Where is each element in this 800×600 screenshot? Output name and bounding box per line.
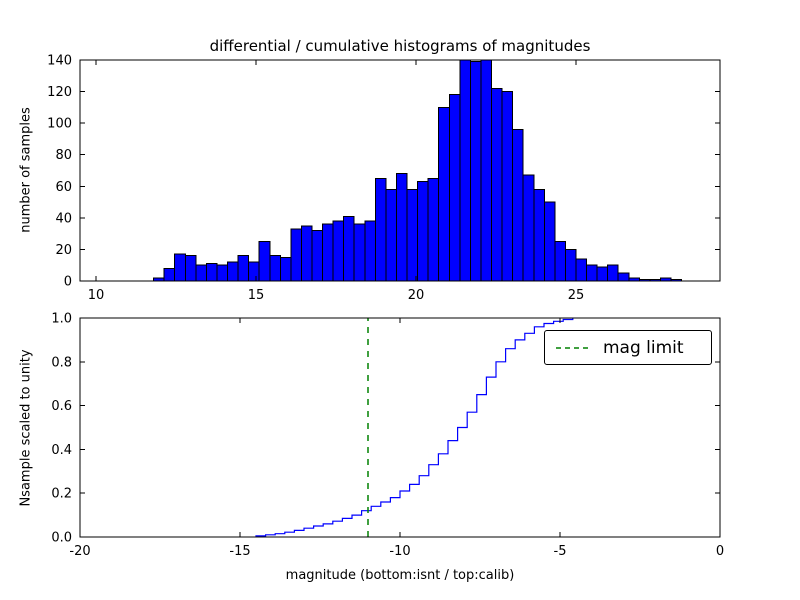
histogram-bar [533,188,545,282]
legend-label: mag limit [603,337,684,358]
histogram-bar [311,229,324,282]
histogram-bar [554,241,566,282]
y-tick-label: 0.4 [51,443,72,458]
histogram-bar [406,188,419,282]
histogram-bar [586,264,598,282]
histogram-bar [279,256,292,282]
bottom-ylabel: Nsample scaled to unity [18,349,34,507]
y-tick-label: 60 [55,180,72,195]
histogram-bar [501,91,514,282]
bottom-axes: -20 -15 -10 -5 0 0.0 0.2 0.4 0.6 0.8 1.0 [51,312,724,560]
y-tick-label: 0.2 [51,487,72,502]
histogram-bar [332,220,345,282]
histogram-bar [205,263,218,282]
x-tick-label: -15 [229,544,250,559]
x-tick-label: 20 [408,288,425,303]
top-ylabel: number of samples [18,107,34,233]
histogram-bar [290,228,302,282]
axes-spines [79,59,721,282]
histogram-bar [195,264,207,282]
histogram-bar [322,223,334,282]
histogram-bar [469,61,482,282]
x-tick-label: 10 [88,288,105,303]
histogram-bar [395,173,408,282]
histogram-bar [385,188,397,282]
histogram-bar [459,59,471,282]
histogram-bar [427,177,440,282]
histogram-bar [575,258,588,282]
y-tick-label: 0.8 [51,355,72,370]
histogram-bar [364,220,376,282]
x-tick-label: -10 [389,544,410,559]
histogram-bar [522,174,535,282]
x-tick-label: -5 [554,544,567,559]
histogram-bar [543,201,556,282]
histogram-bar [237,255,250,282]
histogram-bar [438,106,450,282]
histogram-bar [512,128,524,282]
histogram-bar [184,255,197,282]
histogram-bar [374,177,387,282]
y-tick-label: 20 [55,243,72,258]
histogram-bar [248,261,260,282]
y-tick-label: 0 [64,275,72,290]
y-tick-label: 140 [47,54,72,69]
histogram-bar [448,94,461,282]
x-tick-label: 15 [248,288,265,303]
x-tick-label: -20 [69,544,90,559]
legend: mag limit [544,330,712,365]
y-tick-label: 100 [47,117,72,132]
histogram-bar [216,264,229,282]
x-tick-label: 25 [568,288,585,303]
histogram-bar [343,215,355,282]
bottom-xlabel: magnitude (bottom:isnt / top:calib) [285,568,515,583]
histogram-bar [174,253,186,282]
histogram-bar [607,264,619,282]
y-tick-label: 80 [55,148,72,163]
histogram-bars [153,59,683,282]
histogram-bar [300,225,313,282]
histogram-bar [227,261,239,282]
histogram-bar [258,241,271,282]
legend-dash-icon [556,346,592,349]
x-tick-label: 0 [716,544,724,559]
histogram-bar [564,248,577,282]
histogram-bar [596,266,609,282]
top-axes: 10 15 20 25 0 20 40 60 80 100 120 140 [47,54,721,303]
y-tick-label: 0.6 [51,399,72,414]
y-tick-label: 1.0 [51,312,72,327]
histogram-bar [417,181,429,282]
histogram-bar [617,272,630,282]
chart-title: differential / cumulative histograms of … [209,37,591,55]
y-tick-label: 120 [47,85,72,100]
y-tick-label: 40 [55,211,72,226]
histogram-bar [269,255,281,282]
histogram-bar [163,267,176,282]
histogram-bar [491,87,503,282]
cumulative-step-line [255,318,574,537]
y-tick-label: 0.0 [51,531,72,546]
histogram-bar [353,223,366,282]
histogram-bar [480,59,493,282]
